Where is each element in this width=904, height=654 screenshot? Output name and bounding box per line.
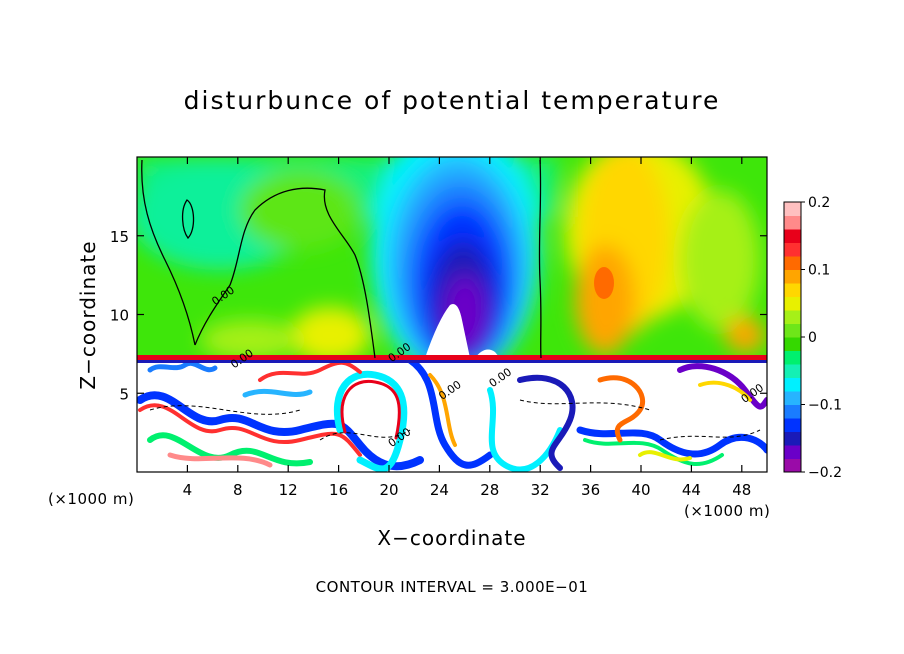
colorbar-swatch bbox=[784, 391, 801, 405]
x-tick-label: 44 bbox=[682, 481, 701, 499]
x-tick-label: 36 bbox=[581, 481, 600, 499]
eddy-green-2 bbox=[583, 438, 724, 467]
colorbar-swatch bbox=[784, 404, 801, 419]
contour-interval-note: CONTOUR INTERVAL = 3.000E−01 bbox=[315, 578, 589, 596]
y-tick-label: 5 bbox=[119, 385, 129, 403]
colorbar-swatch bbox=[784, 229, 801, 243]
warm-ring-2 bbox=[575, 245, 635, 355]
inversion-band bbox=[137, 355, 767, 360]
colorbar-swatch bbox=[784, 202, 801, 216]
field-warm-left bbox=[240, 170, 360, 250]
eddy-yellow-2 bbox=[638, 450, 692, 462]
eddy-cyan-2 bbox=[487, 387, 563, 472]
x-tick-label: 40 bbox=[631, 481, 650, 499]
colorbar-tick-label: 0 bbox=[808, 330, 817, 346]
colorbar-swatch bbox=[784, 242, 801, 257]
field-yellowgreen-patch bbox=[200, 320, 300, 360]
eddy-blue-2 bbox=[406, 356, 494, 469]
colorbar-tick-label: 0.1 bbox=[808, 263, 830, 279]
x-tick-label: 4 bbox=[183, 481, 193, 499]
upper-field bbox=[137, 157, 765, 380]
contour-lines bbox=[141, 159, 761, 441]
y-tick-label: 10 bbox=[110, 307, 129, 325]
contour-zero-1 bbox=[141, 159, 196, 346]
eddy-blue-5 bbox=[147, 360, 218, 373]
colorbar-tick-label: −0.1 bbox=[808, 398, 842, 414]
eddy-blue-3 bbox=[517, 374, 576, 471]
eddy-blue-1 bbox=[137, 391, 424, 471]
field-yellow-patch bbox=[290, 307, 370, 363]
x-tick-label: 24 bbox=[430, 481, 449, 499]
x-unit-label-left: (×1000 m) bbox=[48, 490, 135, 508]
warm-corner-right bbox=[725, 317, 765, 353]
colorbar: 0.2 0.1 0 −0.1 −0.2 bbox=[783, 195, 842, 481]
eddy-red-2 bbox=[340, 379, 401, 440]
colorbar-swatch bbox=[784, 269, 801, 284]
colorbar-swatch bbox=[784, 350, 801, 365]
colorbar-swatch bbox=[784, 418, 801, 432]
eddy-yellow-1 bbox=[698, 380, 752, 402]
x-tick-label: 12 bbox=[279, 481, 298, 499]
x-tick-label: 28 bbox=[480, 481, 499, 499]
x-axis-label: X−coordinate bbox=[377, 526, 527, 550]
colorbar-swatch bbox=[784, 215, 801, 230]
x-ticks: 4 8 12 16 20 24 28 32 36 40 44 48 bbox=[183, 157, 751, 499]
turbulent-structures bbox=[137, 356, 767, 472]
contour-closed-1 bbox=[181, 199, 195, 239]
plume-white-cap bbox=[425, 304, 470, 358]
contour-zero-3 bbox=[538, 159, 542, 359]
y-tick-label: 15 bbox=[110, 228, 129, 246]
eddy-orange-1 bbox=[428, 373, 457, 447]
x-tick-label: 16 bbox=[329, 481, 348, 499]
warm-peak bbox=[594, 267, 614, 299]
colorbar-swatch bbox=[784, 310, 801, 324]
colorbar-swatch bbox=[784, 296, 801, 311]
eddy-green-1 bbox=[147, 432, 313, 467]
eddy-pink-1 bbox=[167, 452, 273, 468]
colorbar-swatch bbox=[784, 431, 801, 446]
eddy-cyan-1 bbox=[333, 370, 408, 472]
eddy-purple-1 bbox=[677, 363, 767, 410]
x-tick-label: 8 bbox=[233, 481, 243, 499]
colorbar-swatch bbox=[784, 377, 801, 392]
warm-edge-right bbox=[680, 190, 760, 330]
colorbar-swatch bbox=[784, 337, 801, 351]
chart-title: disturbunce of potential temperature bbox=[183, 86, 721, 115]
colorbar-tick-label: −0.2 bbox=[808, 465, 842, 481]
colorbar-swatch bbox=[784, 323, 801, 338]
colorbar-tick-label: 0.2 bbox=[808, 195, 830, 211]
colorbar-swatch bbox=[784, 458, 801, 473]
eddy-cyan-3 bbox=[242, 389, 313, 398]
x-tick-label: 48 bbox=[732, 481, 751, 499]
colorbar-swatch bbox=[784, 256, 801, 270]
x-tick-label: 20 bbox=[379, 481, 398, 499]
colorbar-swatch bbox=[784, 445, 801, 459]
y-ticks: 5 10 15 bbox=[110, 228, 767, 403]
eddy-red-3 bbox=[258, 360, 362, 382]
contour-zero-2 bbox=[194, 187, 376, 359]
colorbar-swatch bbox=[784, 283, 801, 297]
eddy-orange-2 bbox=[597, 375, 646, 443]
x-unit-label-right: (×1000 m) bbox=[684, 502, 771, 520]
heatmap-field bbox=[137, 157, 767, 472]
x-tick-label: 32 bbox=[531, 481, 550, 499]
inversion-band-lower bbox=[137, 360, 767, 363]
colorbar-swatch bbox=[784, 364, 801, 378]
